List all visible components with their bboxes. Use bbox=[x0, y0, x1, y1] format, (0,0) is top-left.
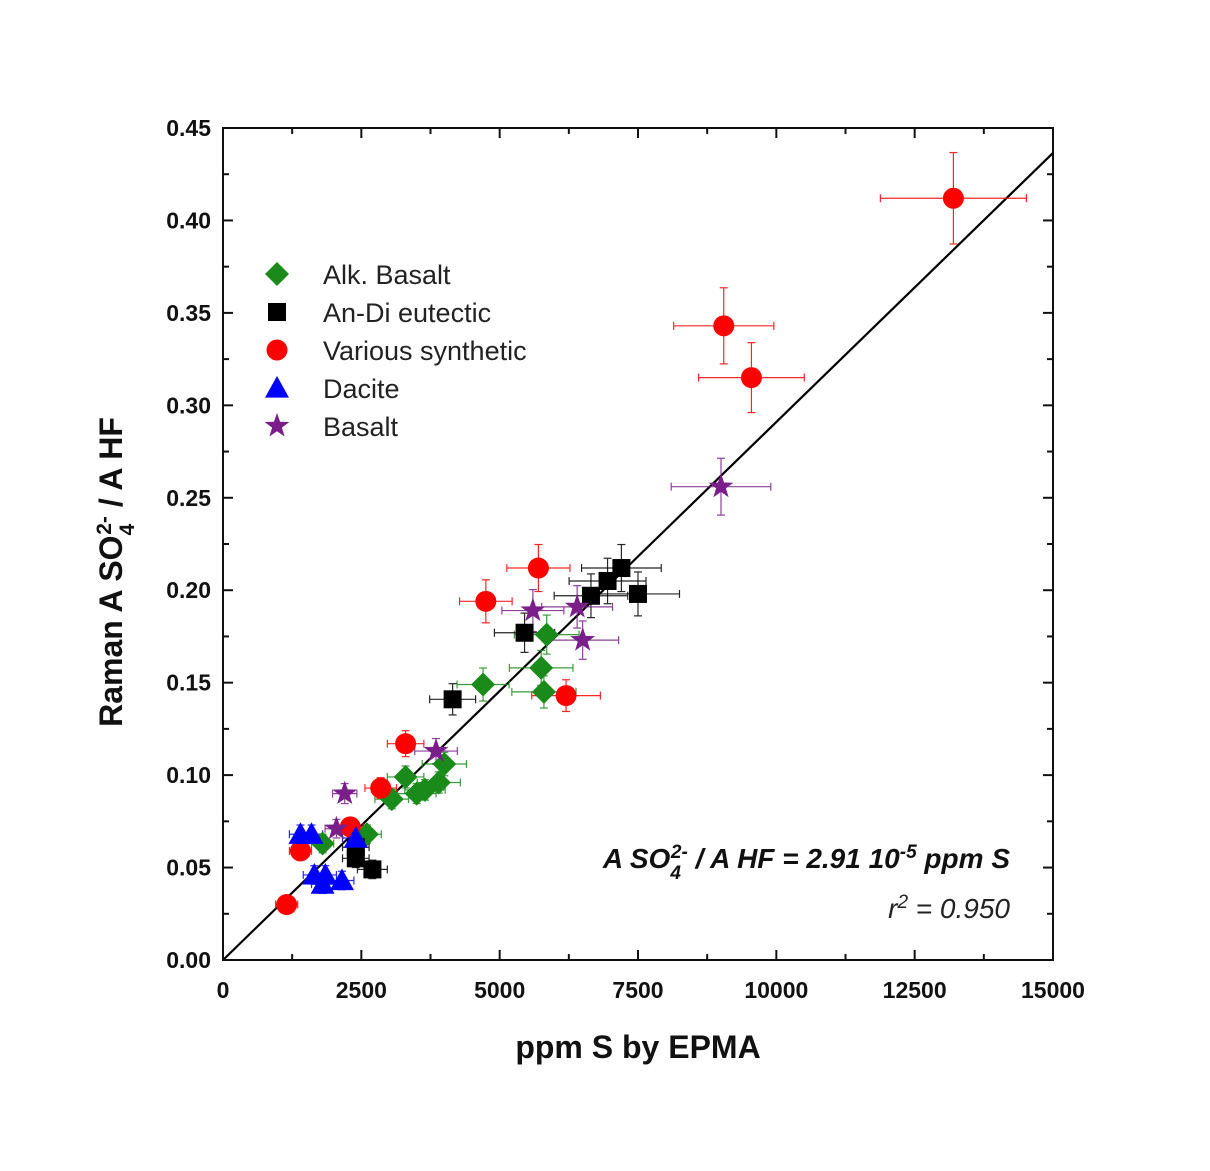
y-axis-title: Raman A SO42- / A HF bbox=[93, 417, 139, 727]
data-points-layer bbox=[276, 187, 964, 916]
fit-equation-exponent: -5 bbox=[900, 842, 917, 863]
x-tick-label: 10000 bbox=[744, 977, 808, 1003]
data-point-various-synthetic bbox=[289, 840, 311, 862]
r-squared-post: = 0.950 bbox=[908, 893, 1010, 924]
data-point-alk-basalt bbox=[426, 770, 451, 795]
fit-equation-sub: 4 bbox=[669, 863, 681, 884]
y-tick-label: 0.15 bbox=[166, 670, 211, 696]
legend-label-alk-basalt: Alk. Basalt bbox=[323, 260, 451, 290]
data-point-various-synthetic bbox=[555, 685, 577, 707]
y-axis-title-post: / A HF bbox=[93, 417, 129, 516]
x-tick-label: 15000 bbox=[1021, 977, 1085, 1003]
fit-equation: A SO42- / A HF = 2.91 10-5 ppm S bbox=[602, 842, 1010, 884]
r-squared-pre: r bbox=[888, 893, 899, 924]
legend-label-dacite: Dacite bbox=[323, 374, 400, 404]
data-point-alk-basalt bbox=[534, 622, 559, 647]
data-point-various-synthetic bbox=[395, 733, 417, 755]
legend-marker-basalt bbox=[264, 413, 290, 437]
data-point-dacite bbox=[299, 822, 324, 844]
y-tick-label: 0.10 bbox=[166, 762, 211, 788]
x-tick-label: 5000 bbox=[474, 977, 525, 1003]
data-point-dacite bbox=[343, 825, 368, 848]
data-point-various-synthetic bbox=[740, 367, 762, 389]
legend-label-an-di-eutectic: An-Di eutectic bbox=[323, 298, 491, 328]
y-tick-label: 0.45 bbox=[166, 115, 211, 141]
legend: Alk. Basalt An-Di eutectic Various synthet… bbox=[264, 260, 527, 442]
data-point-an-di-eutectic bbox=[443, 690, 462, 709]
data-point-an-di-eutectic bbox=[515, 623, 534, 642]
legend-marker-various-synthetic bbox=[266, 339, 288, 361]
fit-equation-mid: / A HF = 2.91 10 bbox=[688, 843, 900, 874]
legend-label-basalt: Basalt bbox=[323, 412, 399, 442]
data-point-basalt bbox=[332, 780, 358, 805]
data-point-various-synthetic bbox=[713, 315, 735, 337]
axis-ticks-layer: 0 2500 5000 7500 10000 12500 15000 0.00 0.05 0.10… bbox=[166, 115, 1085, 1003]
fit-equation-pre: A SO bbox=[602, 843, 671, 874]
y-tick-label: 0.20 bbox=[166, 577, 211, 603]
y-axis-title-sup: 2- bbox=[93, 516, 116, 535]
data-point-an-di-eutectic bbox=[629, 584, 647, 603]
data-point-basalt bbox=[423, 738, 449, 762]
x-axis-title: ppm S by EPMA bbox=[515, 1029, 760, 1065]
y-axis-title-pre: Raman A SO bbox=[93, 535, 129, 726]
legend-marker-an-di-eutectic bbox=[268, 303, 286, 321]
y-tick-label: 0.30 bbox=[166, 392, 211, 418]
data-point-various-synthetic bbox=[276, 894, 298, 916]
r-squared-sup: 2 bbox=[896, 892, 908, 913]
data-point-dacite bbox=[313, 862, 338, 885]
data-point-various-synthetic bbox=[527, 557, 549, 579]
data-point-basalt bbox=[708, 473, 734, 498]
legend-label-various-synthetic: Various synthetic bbox=[323, 336, 527, 366]
r-squared-label: r2 = 0.950 bbox=[888, 892, 1010, 925]
data-point-dacite bbox=[329, 868, 354, 891]
x-tick-label: 0 bbox=[217, 977, 230, 1003]
data-point-alk-basalt bbox=[393, 764, 418, 789]
data-point-an-di-eutectic bbox=[363, 860, 382, 879]
data-point-an-di-eutectic bbox=[581, 586, 600, 605]
data-point-basalt bbox=[570, 627, 595, 651]
data-point-alk-basalt bbox=[531, 679, 556, 704]
y-tick-label: 0.25 bbox=[166, 485, 211, 511]
data-point-various-synthetic bbox=[942, 187, 964, 209]
fit-line bbox=[223, 152, 1053, 960]
data-point-alk-basalt bbox=[471, 672, 496, 697]
data-point-various-synthetic bbox=[475, 590, 497, 612]
data-point-alk-basalt bbox=[432, 752, 457, 777]
y-axis-title-sub: 4 bbox=[116, 523, 139, 535]
data-point-basalt bbox=[520, 597, 546, 622]
data-point-alk-basalt bbox=[529, 655, 554, 680]
legend-marker-alk-basalt bbox=[265, 262, 289, 286]
y-tick-label: 0.00 bbox=[166, 947, 211, 973]
data-point-an-di-eutectic bbox=[598, 571, 617, 590]
legend-marker-dacite bbox=[265, 376, 289, 398]
x-tick-label: 2500 bbox=[336, 977, 387, 1003]
fit-line-layer bbox=[223, 152, 1053, 960]
data-point-basalt bbox=[564, 593, 590, 618]
data-point-various-synthetic bbox=[370, 777, 392, 799]
data-point-basalt bbox=[324, 815, 349, 840]
x-tick-label: 12500 bbox=[883, 977, 947, 1003]
fit-equation-sup: 2- bbox=[670, 842, 688, 863]
y-tick-label: 0.40 bbox=[166, 207, 211, 233]
fit-equation-post: ppm S bbox=[917, 843, 1011, 874]
x-tick-label: 7500 bbox=[612, 977, 663, 1003]
y-tick-label: 0.05 bbox=[166, 855, 211, 881]
y-tick-label: 0.35 bbox=[166, 300, 211, 326]
data-point-an-di-eutectic bbox=[612, 559, 631, 578]
